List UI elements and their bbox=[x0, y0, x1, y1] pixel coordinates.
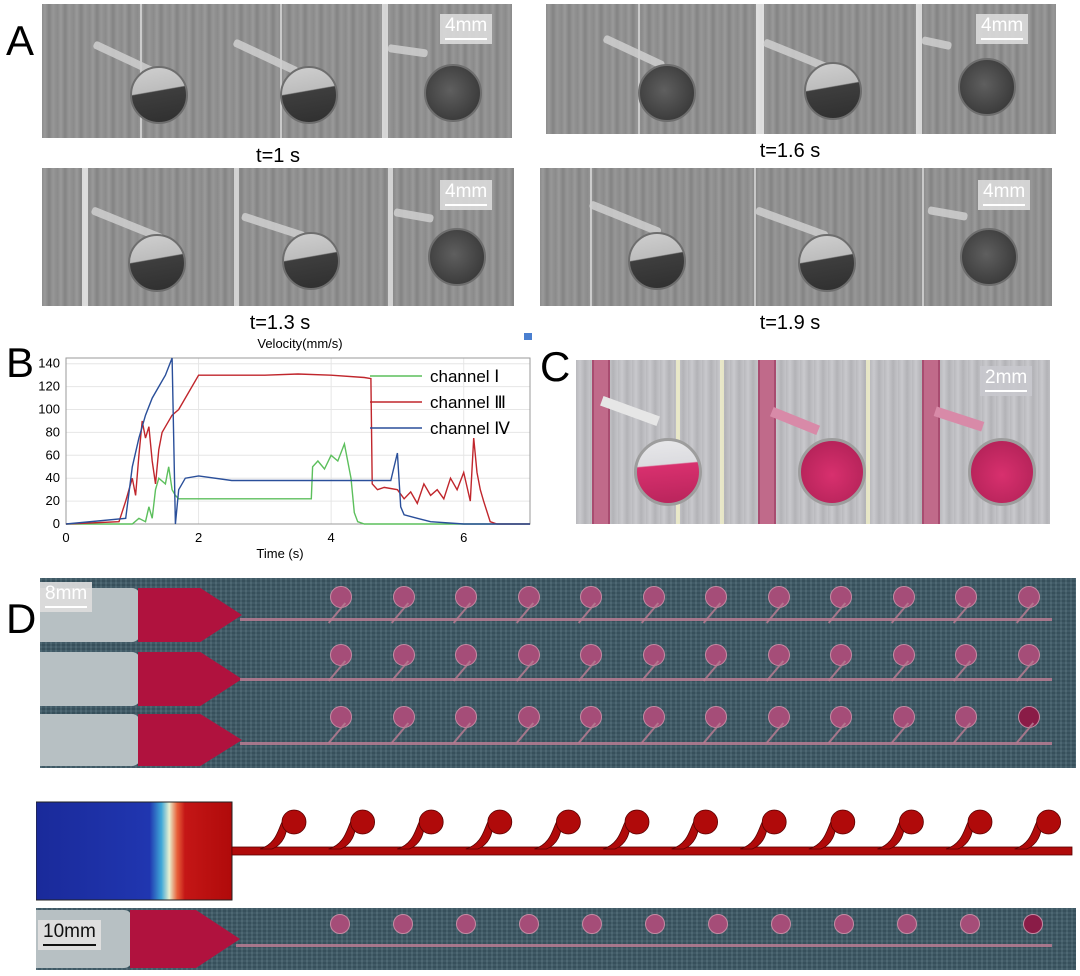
series-line bbox=[66, 441, 530, 525]
sim-well bbox=[556, 809, 581, 835]
sim-well bbox=[967, 809, 993, 835]
well bbox=[892, 586, 915, 608]
panel-label-c: C bbox=[540, 343, 571, 390]
panel-label-b: B bbox=[6, 339, 35, 386]
well bbox=[767, 644, 790, 666]
frame-photo-1: 4mm bbox=[42, 4, 512, 138]
sim-well bbox=[1036, 809, 1061, 835]
chart-title: Velocity(mm/s) bbox=[257, 336, 342, 351]
time-label: t=1.9 s bbox=[759, 312, 821, 334]
y-tick-label: 60 bbox=[46, 447, 60, 462]
well bbox=[642, 586, 665, 608]
sim-well bbox=[761, 809, 787, 835]
well bbox=[456, 914, 476, 934]
well bbox=[767, 586, 790, 608]
panel-d-photo: 8mm bbox=[40, 578, 1076, 768]
chart-axes: 0 20 40 60 80 100 120 140 0 2 4 6 bbox=[38, 356, 531, 545]
series-line bbox=[65, 357, 530, 525]
well bbox=[1017, 706, 1040, 728]
x-tick-label: 2 bbox=[195, 530, 202, 545]
chart-corner-marker bbox=[524, 333, 532, 340]
sim-well bbox=[624, 809, 650, 835]
sim-well bbox=[487, 809, 513, 835]
panel-d-bottom-photo: 10mm bbox=[36, 908, 1076, 970]
well bbox=[767, 706, 790, 728]
well bbox=[642, 706, 665, 728]
panel-label-d: D bbox=[6, 595, 37, 642]
y-tick-label: 120 bbox=[38, 379, 60, 394]
time-label: t=1.6 s bbox=[759, 140, 821, 162]
sim-well bbox=[899, 809, 924, 835]
chart-lines bbox=[65, 357, 530, 525]
well bbox=[517, 706, 540, 728]
sim-well bbox=[418, 809, 444, 835]
simulation-render bbox=[36, 801, 1073, 901]
well bbox=[392, 706, 415, 728]
sim-well bbox=[281, 809, 307, 835]
plot-frame bbox=[65, 357, 531, 525]
well bbox=[517, 586, 540, 608]
well bbox=[517, 644, 540, 666]
x-tick-label: 6 bbox=[460, 530, 467, 545]
y-tick-label: 20 bbox=[46, 493, 60, 508]
series-line bbox=[65, 373, 530, 525]
x-axis-label: Time (s) bbox=[256, 546, 303, 561]
well bbox=[645, 914, 665, 934]
well bbox=[393, 914, 413, 934]
x-tick-label: 4 bbox=[328, 530, 335, 545]
well bbox=[892, 706, 915, 728]
scale-bar: 4mm bbox=[978, 180, 1031, 210]
well bbox=[708, 914, 728, 934]
well bbox=[1023, 914, 1043, 934]
sim-well bbox=[693, 809, 718, 835]
well bbox=[771, 914, 791, 934]
well bbox=[392, 586, 415, 608]
panel-c-photo: 2mm bbox=[576, 360, 1050, 524]
y-tick-label: 0 bbox=[53, 516, 60, 531]
frame-photo-4: 4mm bbox=[540, 168, 1052, 306]
legend-label: channel Ⅲ bbox=[430, 393, 506, 412]
x-tick-label: 0 bbox=[62, 530, 69, 545]
well bbox=[642, 644, 665, 666]
well bbox=[1017, 644, 1040, 666]
sim-well bbox=[350, 809, 376, 835]
well bbox=[897, 914, 917, 934]
scale-bar: 8mm bbox=[40, 582, 93, 612]
panel-label-a: A bbox=[6, 17, 35, 64]
y-tick-label: 40 bbox=[46, 470, 60, 485]
frame-photo-3: 4mm bbox=[42, 168, 514, 306]
y-tick-label: 140 bbox=[38, 356, 60, 371]
scale-bar: 4mm bbox=[440, 180, 493, 210]
well bbox=[1017, 586, 1040, 608]
time-label: t=1.3 s bbox=[249, 312, 311, 334]
well bbox=[582, 914, 602, 934]
frame-photo-2: 4mm bbox=[546, 4, 1056, 134]
sim-well bbox=[830, 809, 856, 835]
chart-legend: channel Ⅰ channel Ⅲ channel Ⅳ bbox=[370, 367, 510, 438]
velocity-chart: Velocity(mm/s) 0 20 40 60 80 100 120 140 0 2 4 6 ch… bbox=[38, 333, 532, 561]
well bbox=[892, 644, 915, 666]
scale-bar: 2mm bbox=[980, 366, 1033, 396]
well bbox=[834, 914, 854, 934]
y-tick-label: 80 bbox=[46, 424, 60, 439]
legend-label: channel Ⅰ bbox=[430, 367, 499, 386]
scale-bar: 10mm bbox=[38, 920, 101, 950]
well bbox=[330, 914, 350, 934]
well bbox=[960, 914, 980, 934]
well bbox=[519, 914, 539, 934]
legend-label: channel Ⅳ bbox=[430, 419, 510, 438]
y-tick-label: 100 bbox=[38, 402, 60, 417]
scale-bar: 4mm bbox=[976, 14, 1029, 44]
scale-bar: 4mm bbox=[440, 14, 493, 44]
time-label: t=1 s bbox=[256, 145, 300, 167]
well bbox=[392, 644, 415, 666]
